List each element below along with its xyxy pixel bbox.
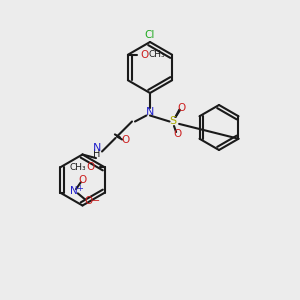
Text: N: N bbox=[92, 143, 101, 154]
Text: H: H bbox=[93, 149, 100, 160]
Text: O: O bbox=[79, 175, 87, 185]
Text: O: O bbox=[173, 129, 181, 139]
Text: +: + bbox=[76, 184, 83, 193]
Text: O: O bbox=[177, 103, 186, 113]
Text: −: − bbox=[92, 196, 100, 206]
Text: N: N bbox=[70, 186, 78, 196]
Text: O: O bbox=[122, 135, 130, 146]
Text: S: S bbox=[169, 116, 176, 127]
Text: O: O bbox=[85, 196, 93, 206]
Text: O: O bbox=[140, 50, 148, 60]
Text: O: O bbox=[86, 162, 94, 172]
Text: CH₃: CH₃ bbox=[149, 50, 165, 59]
Text: CH₃: CH₃ bbox=[69, 163, 86, 172]
Text: N: N bbox=[146, 106, 154, 117]
Text: Cl: Cl bbox=[145, 29, 155, 40]
